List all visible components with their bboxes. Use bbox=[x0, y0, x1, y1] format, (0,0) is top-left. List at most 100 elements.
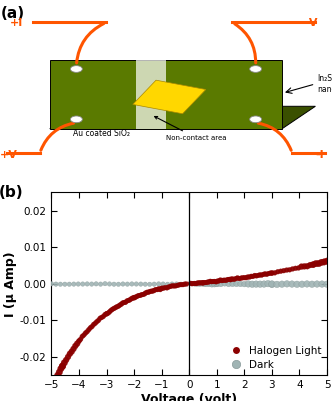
Point bbox=[209, 281, 214, 288]
Point bbox=[195, 280, 200, 286]
Point bbox=[98, 281, 103, 288]
Point bbox=[206, 279, 211, 285]
Point bbox=[192, 280, 198, 287]
Point bbox=[107, 281, 112, 287]
Point bbox=[204, 281, 209, 287]
Point bbox=[234, 281, 239, 287]
Point bbox=[140, 291, 145, 298]
Point bbox=[173, 283, 179, 289]
Circle shape bbox=[70, 66, 82, 72]
Point bbox=[265, 280, 271, 287]
Point bbox=[194, 280, 199, 287]
Point bbox=[149, 288, 154, 294]
Point bbox=[281, 267, 287, 274]
Point bbox=[246, 281, 251, 287]
Point bbox=[188, 280, 193, 287]
Point bbox=[233, 275, 238, 282]
Point bbox=[94, 318, 100, 325]
Point bbox=[67, 281, 72, 288]
Point bbox=[165, 281, 170, 288]
Point bbox=[85, 281, 90, 287]
Point bbox=[324, 281, 330, 288]
Point bbox=[230, 275, 235, 282]
Point bbox=[268, 270, 273, 276]
Point bbox=[257, 271, 263, 278]
Point bbox=[316, 260, 321, 267]
Point bbox=[319, 259, 324, 265]
Point bbox=[160, 281, 166, 287]
Point bbox=[129, 281, 134, 287]
Point bbox=[202, 279, 207, 286]
Text: +I: +I bbox=[10, 18, 23, 28]
Point bbox=[57, 369, 62, 375]
Point bbox=[259, 272, 264, 278]
Point bbox=[117, 302, 122, 308]
Point bbox=[212, 281, 217, 288]
Point bbox=[213, 279, 219, 285]
Point bbox=[120, 300, 125, 306]
Point bbox=[121, 299, 126, 306]
Point bbox=[228, 276, 233, 282]
Point bbox=[116, 281, 121, 288]
Point bbox=[189, 281, 195, 287]
Point bbox=[256, 272, 261, 279]
Point bbox=[311, 261, 316, 267]
Point bbox=[60, 363, 65, 370]
Point bbox=[199, 279, 204, 286]
Point bbox=[94, 281, 99, 287]
Point bbox=[93, 320, 98, 326]
Point bbox=[195, 281, 200, 287]
Circle shape bbox=[250, 66, 262, 72]
Point bbox=[142, 291, 147, 297]
Point bbox=[225, 276, 230, 283]
Point bbox=[52, 378, 57, 385]
Point bbox=[179, 282, 184, 288]
Point bbox=[125, 281, 130, 287]
Point bbox=[104, 310, 109, 317]
Point bbox=[218, 281, 223, 287]
Point bbox=[191, 280, 196, 287]
Point bbox=[269, 281, 275, 288]
Point bbox=[216, 277, 222, 284]
Point bbox=[124, 298, 129, 304]
Point bbox=[81, 332, 87, 338]
Point bbox=[198, 279, 203, 286]
Point bbox=[159, 285, 164, 292]
Point bbox=[88, 324, 93, 331]
Point bbox=[76, 338, 82, 344]
Point bbox=[209, 278, 214, 285]
Point bbox=[177, 282, 182, 288]
Point bbox=[63, 357, 69, 363]
Point bbox=[243, 275, 249, 281]
Point bbox=[150, 288, 156, 294]
Point bbox=[261, 281, 267, 287]
Point bbox=[171, 283, 177, 289]
Text: -V: -V bbox=[305, 18, 318, 28]
Point bbox=[252, 272, 257, 279]
Point bbox=[99, 314, 104, 321]
Point bbox=[119, 301, 124, 308]
Point bbox=[53, 281, 58, 287]
Point bbox=[107, 309, 112, 315]
Point bbox=[49, 385, 54, 392]
Point bbox=[147, 288, 153, 295]
Point bbox=[89, 323, 95, 330]
Point bbox=[69, 348, 74, 355]
Point bbox=[102, 280, 108, 287]
Point bbox=[161, 285, 166, 292]
Point bbox=[96, 317, 101, 324]
Point bbox=[262, 271, 268, 277]
Y-axis label: I (μ Amp): I (μ Amp) bbox=[4, 251, 17, 316]
Point bbox=[146, 289, 151, 296]
Circle shape bbox=[250, 116, 262, 123]
Point bbox=[249, 273, 254, 279]
Point bbox=[289, 281, 294, 287]
Point bbox=[284, 267, 289, 273]
Point bbox=[202, 281, 207, 287]
Point bbox=[304, 281, 310, 287]
Point bbox=[152, 287, 157, 294]
Point bbox=[65, 354, 71, 360]
Point bbox=[222, 280, 227, 287]
Point bbox=[264, 271, 269, 277]
Point bbox=[83, 330, 88, 336]
